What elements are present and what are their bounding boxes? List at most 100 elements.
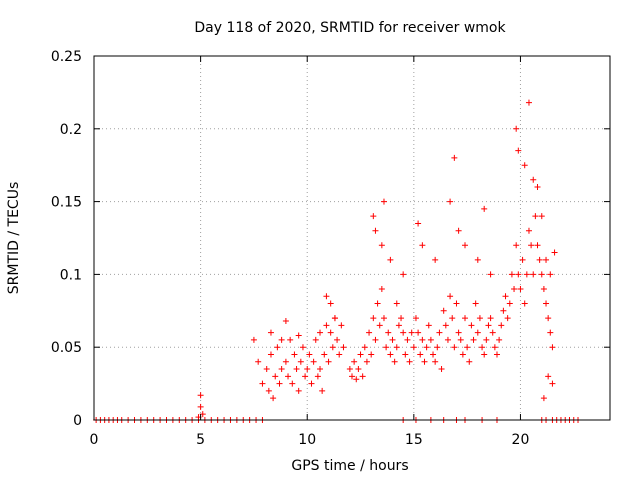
data-point xyxy=(515,271,522,278)
data-point xyxy=(387,256,394,263)
y-tick-label: 0.05 xyxy=(51,340,82,356)
data-point xyxy=(319,387,326,394)
data-point xyxy=(338,322,345,329)
data-point xyxy=(406,358,413,365)
x-axis-ticks: 0 5 10 15 20 xyxy=(90,56,530,448)
data-point xyxy=(357,351,364,358)
data-point xyxy=(489,329,496,336)
data-point xyxy=(285,373,292,380)
data-point xyxy=(299,344,306,351)
data-point xyxy=(476,315,483,322)
data-point xyxy=(317,329,324,336)
data-point xyxy=(368,351,375,358)
data-point xyxy=(536,256,543,263)
data-point xyxy=(321,351,328,358)
data-point xyxy=(274,344,281,351)
data-point xyxy=(340,344,347,351)
data-point xyxy=(400,271,407,278)
data-point xyxy=(525,227,532,234)
data-point xyxy=(404,336,411,343)
data-point xyxy=(532,213,539,220)
data-point xyxy=(327,329,334,336)
data-point xyxy=(466,358,473,365)
data-point xyxy=(289,380,296,387)
data-point xyxy=(267,351,274,358)
data-point xyxy=(549,380,556,387)
data-point xyxy=(438,366,445,373)
data-point xyxy=(474,329,481,336)
data-point xyxy=(314,373,321,380)
plot-frame xyxy=(93,55,611,421)
data-point xyxy=(267,329,274,336)
x-axis-label: GPS time / hours xyxy=(291,458,408,474)
data-point xyxy=(517,285,524,292)
data-point xyxy=(400,329,407,336)
data-point xyxy=(197,403,204,410)
data-point xyxy=(472,300,479,307)
data-point xyxy=(370,315,377,322)
data-point xyxy=(353,376,360,383)
data-point xyxy=(451,344,458,351)
y-tick-label: 0 xyxy=(73,413,82,429)
data-point xyxy=(521,300,528,307)
data-point xyxy=(481,351,488,358)
data-point xyxy=(485,322,492,329)
data-point xyxy=(523,271,530,278)
data-point xyxy=(421,358,428,365)
x-tick-label: 10 xyxy=(298,432,316,448)
data-point xyxy=(385,329,392,336)
data-point xyxy=(449,315,456,322)
data-point xyxy=(410,344,417,351)
data-point xyxy=(302,373,309,380)
data-point xyxy=(255,358,262,365)
data-point xyxy=(383,344,390,351)
x-tick-label: 20 xyxy=(512,432,530,448)
data-point xyxy=(419,336,426,343)
data-point xyxy=(387,351,394,358)
data-point xyxy=(287,336,294,343)
data-point xyxy=(459,351,466,358)
data-point xyxy=(278,366,285,373)
data-point xyxy=(374,300,381,307)
data-point xyxy=(481,205,488,212)
data-point xyxy=(259,380,266,387)
data-point xyxy=(513,125,520,132)
data-point xyxy=(491,344,498,351)
data-point xyxy=(549,344,556,351)
data-point xyxy=(547,271,554,278)
data-point xyxy=(363,358,370,365)
data-point xyxy=(540,395,547,402)
data-point xyxy=(487,315,494,322)
data-point xyxy=(263,366,270,373)
data-point xyxy=(462,242,469,249)
data-point xyxy=(511,285,518,292)
data-point xyxy=(447,293,454,300)
data-point xyxy=(312,336,319,343)
data-point xyxy=(540,285,547,292)
data-point xyxy=(432,358,439,365)
data-point xyxy=(528,242,535,249)
data-point xyxy=(361,344,368,351)
data-point xyxy=(521,162,528,169)
data-point xyxy=(462,315,469,322)
data-point xyxy=(308,380,315,387)
data-point xyxy=(295,332,302,339)
data-point xyxy=(378,242,385,249)
data-point xyxy=(346,366,353,373)
data-point xyxy=(349,373,355,380)
data-point xyxy=(398,315,405,322)
data-point xyxy=(508,271,515,278)
data-point xyxy=(519,256,526,263)
data-point xyxy=(525,99,532,106)
data-point xyxy=(451,154,458,161)
data-point xyxy=(545,373,552,380)
data-point xyxy=(455,329,462,336)
data-point xyxy=(325,358,332,365)
data-point xyxy=(487,271,494,278)
data-point xyxy=(265,387,272,394)
y-tick-label: 0.15 xyxy=(51,195,82,211)
data-point xyxy=(323,322,330,329)
data-point xyxy=(530,176,537,183)
data-point xyxy=(534,242,541,249)
